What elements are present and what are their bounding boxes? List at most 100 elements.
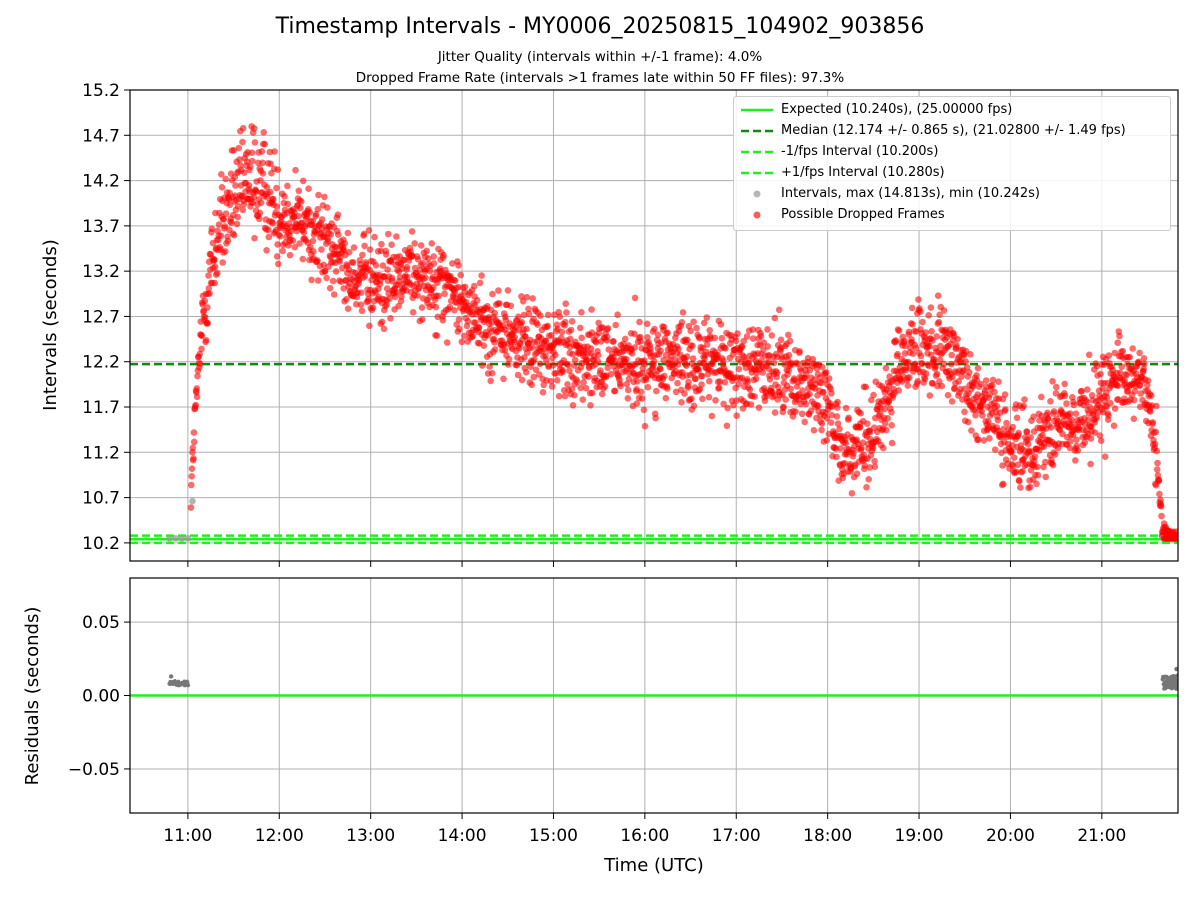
dropped-frame-point xyxy=(323,274,330,282)
dropped-frame-point xyxy=(366,322,373,330)
dropped-frame-point xyxy=(435,292,443,300)
dropped-frame-point xyxy=(306,209,314,216)
dropped-frame-point xyxy=(858,444,865,452)
dropped-frame-point xyxy=(547,377,555,385)
dropped-frame-point xyxy=(561,392,569,400)
dropped-frame-point xyxy=(823,437,830,444)
dropped-frame-point xyxy=(652,414,659,422)
dropped-frame-point xyxy=(1023,428,1031,436)
dropped-frame-point xyxy=(411,264,419,272)
dropped-frame-point xyxy=(906,374,913,381)
legend-item-dropped: Possible Dropped Frames xyxy=(734,205,1170,225)
dropped-frame-point xyxy=(190,429,198,436)
legend-item-intervals: Intervals, max (14.813s), min (10.242s) xyxy=(734,184,1170,204)
legend-dashed-line-icon xyxy=(741,171,773,175)
dropped-frame-point xyxy=(349,259,357,266)
dropped-frame-point xyxy=(780,403,787,411)
dropped-frame-point xyxy=(419,316,426,323)
interval-point xyxy=(178,535,186,542)
dropped-frame-point xyxy=(456,325,463,333)
dropped-frame-point xyxy=(683,353,691,360)
residual-point xyxy=(1160,677,1165,682)
dropped-frame-point xyxy=(433,332,441,339)
dropped-frame-point xyxy=(558,328,566,336)
dropped-frame-point xyxy=(994,416,1002,424)
dropped-frame-point xyxy=(341,240,349,247)
dropped-frame-point xyxy=(255,215,263,223)
top-y-tick-label: 12.2 xyxy=(82,353,120,373)
dropped-frame-point xyxy=(861,462,868,469)
dropped-frame-point xyxy=(1116,369,1124,377)
dropped-frame-point xyxy=(196,350,203,358)
residual-points xyxy=(167,666,1178,691)
dropped-frame-point xyxy=(240,200,248,208)
dropped-frame-point xyxy=(706,377,713,385)
dropped-frame-point xyxy=(518,376,526,384)
dropped-frame-point xyxy=(901,337,908,345)
dropped-frame-point xyxy=(284,200,292,208)
dropped-frame-point xyxy=(583,356,591,364)
dropped-frame-point xyxy=(871,457,878,465)
dropped-frame-point xyxy=(865,476,872,483)
dropped-frame-point xyxy=(641,360,648,368)
dropped-frame-point xyxy=(243,158,251,165)
dropped-frame-point xyxy=(678,399,685,406)
residual-point xyxy=(179,681,184,686)
dropped-frame-point xyxy=(660,323,668,331)
dropped-frame-point xyxy=(598,390,606,398)
dropped-frame-point xyxy=(738,343,746,351)
dropped-frame-point xyxy=(1033,480,1040,488)
dropped-frame-point xyxy=(224,237,232,245)
dropped-frame-point xyxy=(1000,425,1007,433)
dropped-frame-point xyxy=(308,276,315,284)
dropped-frame-point xyxy=(674,379,681,387)
dropped-frame-point xyxy=(744,378,751,385)
dropped-frame-point xyxy=(289,237,297,244)
dropped-frame-point xyxy=(605,346,613,353)
x-tick-label: 20:00 xyxy=(986,826,1035,846)
dropped-frame-point xyxy=(549,362,557,369)
dropped-frame-point xyxy=(995,378,1002,386)
dropped-frame-point xyxy=(1093,414,1101,421)
dropped-frame-point xyxy=(911,360,919,368)
dropped-frame-point xyxy=(699,395,706,403)
dropped-frame-point xyxy=(480,342,488,350)
dropped-frame-point xyxy=(876,410,884,418)
dropped-frame-point xyxy=(1074,447,1082,454)
legend-label-plus-fps: +1/fps Interval (10.280s) xyxy=(781,165,945,180)
dropped-frame-point xyxy=(589,389,596,397)
dropped-frame-point xyxy=(1157,503,1165,510)
dropped-frame-point xyxy=(495,287,502,294)
dropped-frame-point xyxy=(507,302,515,310)
dropped-frame-point xyxy=(991,446,999,454)
dropped-frame-point xyxy=(1072,410,1080,418)
dropped-frame-point xyxy=(511,334,519,341)
dropped-frame-point xyxy=(898,378,906,385)
dropped-frame-point xyxy=(1014,461,1022,469)
dropped-frame-point xyxy=(267,160,274,168)
dropped-frame-point xyxy=(488,369,496,377)
dropped-frame-point xyxy=(1073,436,1080,444)
dropped-frame-point xyxy=(1049,378,1056,385)
dropped-frame-point xyxy=(579,396,587,404)
top-y-axis-label: Intervals (seconds) xyxy=(40,239,61,411)
dropped-frame-point xyxy=(246,163,254,170)
dropped-frame-point xyxy=(612,321,619,329)
dropped-frame-point xyxy=(657,347,664,355)
dropped-frame-point xyxy=(198,345,205,353)
dropped-frame-point xyxy=(314,277,322,284)
dropped-frame-point xyxy=(188,473,195,480)
dropped-frame-point xyxy=(631,294,639,302)
chart-subtitle-dropped: Dropped Frame Rate (intervals >1 frames … xyxy=(355,70,845,86)
dropped-frame-point xyxy=(786,337,794,345)
dropped-frame-point xyxy=(966,369,973,376)
dropped-frame-point xyxy=(324,204,331,211)
dropped-frame-point xyxy=(471,282,478,290)
legend-label-dropped: Possible Dropped Frames xyxy=(781,207,945,222)
dropped-frame-point xyxy=(819,363,826,371)
legend-dashed-line-icon xyxy=(741,150,773,154)
dropped-frame-point xyxy=(245,182,253,189)
top-y-tick-label: 11.2 xyxy=(82,443,120,463)
dropped-frame-point xyxy=(1130,415,1138,423)
dropped-frame-point xyxy=(657,365,664,373)
